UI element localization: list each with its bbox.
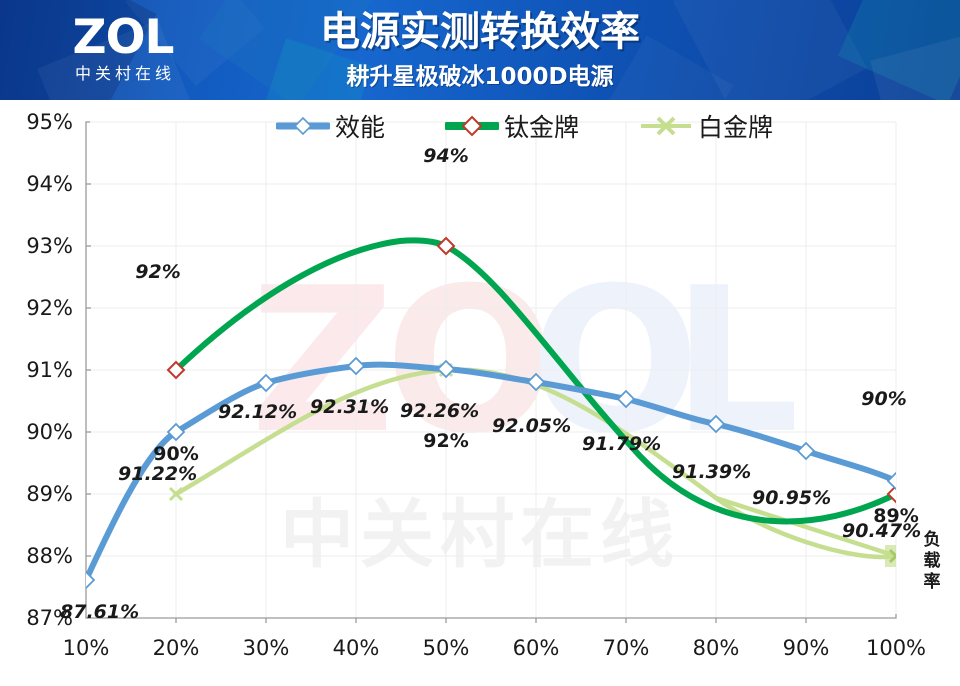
svg-text:Z: Z [250,245,389,478]
axis-title-load-rate: 负载率 [923,530,941,592]
x-tick-label: 90% [783,636,830,660]
y-tick-label: 88% [26,544,73,568]
data-label: 90% [861,388,906,410]
data-label: 92% [423,430,468,452]
page-subtitle: 耕升星极破冰1000D电源 [346,64,614,90]
data-labels-efficiency: 87.61% 91.22% 92.12% 92.31% 92.26% 92.05… [60,396,921,623]
series-titanium-visible [173,237,896,525]
legend-line-marker-icon [443,115,502,142]
svg-text:O: O [385,245,555,478]
x-tick-label: 100% [866,636,926,660]
legend-item-platinum[interactable]: 白金牌 [639,114,773,142]
data-label: 92.26% [400,400,479,422]
page-title: 电源实测转换效率 [320,9,640,55]
line-chart: Z O O L 中关村在线 [26,110,926,660]
legend-item-efficiency[interactable]: 效能 [274,113,386,142]
x-tick-label: 40% [333,636,380,660]
data-labels-platinum: 90% 92% 89% [153,430,918,527]
series-efficiency [86,356,896,590]
header-banner: ZOL 中关村在线 电源实测转换效率 耕升星极破冰1000D电源 [0,0,960,100]
svg-text:中关村在线: 中关村在线 [280,492,680,578]
data-label: 92.05% [492,415,571,437]
x-axis-tick-labels: 10% 20% 30% 40% 50% 60% 70% 80% 90% 100% [63,636,926,660]
data-label: 94% [423,145,468,167]
data-label: 91.79% [582,433,661,455]
x-tick-label: 20% [153,636,200,660]
chart-axes [85,121,897,623]
x-tick-label: 30% [243,636,290,660]
data-label: 87.61% [60,601,139,623]
y-tick-label: 95% [26,110,73,134]
data-label: 90.95% [752,487,831,509]
data-label: 90% [153,443,198,465]
x-tick-label: 70% [603,636,650,660]
chart-area: Z O O L 中关村在线 [0,100,960,686]
series-efficiency-markers [86,356,896,590]
data-label: 90.47% [842,520,921,542]
y-tick-label: 92% [26,296,73,320]
y-tick-label: 91% [26,358,73,382]
y-tick-label: 94% [26,172,73,196]
legend-label: 效能 [335,113,386,142]
y-tick-label: 89% [26,482,73,506]
chart-legend: 效能 钛金牌 白金牌 [274,113,773,142]
data-labels-titanium: 92% 94% 90% [135,145,906,410]
zol-wordmark: ZOL [72,10,175,65]
series-titanium-markers [166,236,896,504]
data-label: 92.31% [310,396,389,418]
y-axis-tick-labels: 95% 94% 93% 92% 91% 90% 89% 88% 87% [26,110,73,630]
x-tick-label: 80% [693,636,740,660]
series-titanium [166,236,896,525]
legend-item-titanium[interactable]: 钛金牌 [443,113,580,142]
x-tick-label: 10% [63,636,110,660]
data-label: 91.39% [672,461,751,483]
legend-line-marker-icon [639,115,693,142]
zol-logo: ZOL 中关村在线 [53,14,193,84]
series-efficiency-line [86,361,896,583]
y-tick-label: 87% [26,606,73,630]
y-tick-label: 93% [26,234,73,258]
legend-label: 钛金牌 [504,113,580,142]
series-platinum-line-tail [713,495,896,559]
x-tick-label: 60% [513,636,560,660]
data-label: 89% [873,505,918,527]
zol-logo-subtext: 中关村在线 [74,64,175,83]
y-tick-label: 90% [26,420,73,444]
x-tick-label: 50% [423,636,470,660]
data-label: 92.12% [218,401,297,423]
data-label: 91.22% [118,463,197,485]
legend-line-marker-icon [274,115,332,142]
data-label: 92% [135,261,180,283]
legend-label: 白金牌 [698,113,774,142]
